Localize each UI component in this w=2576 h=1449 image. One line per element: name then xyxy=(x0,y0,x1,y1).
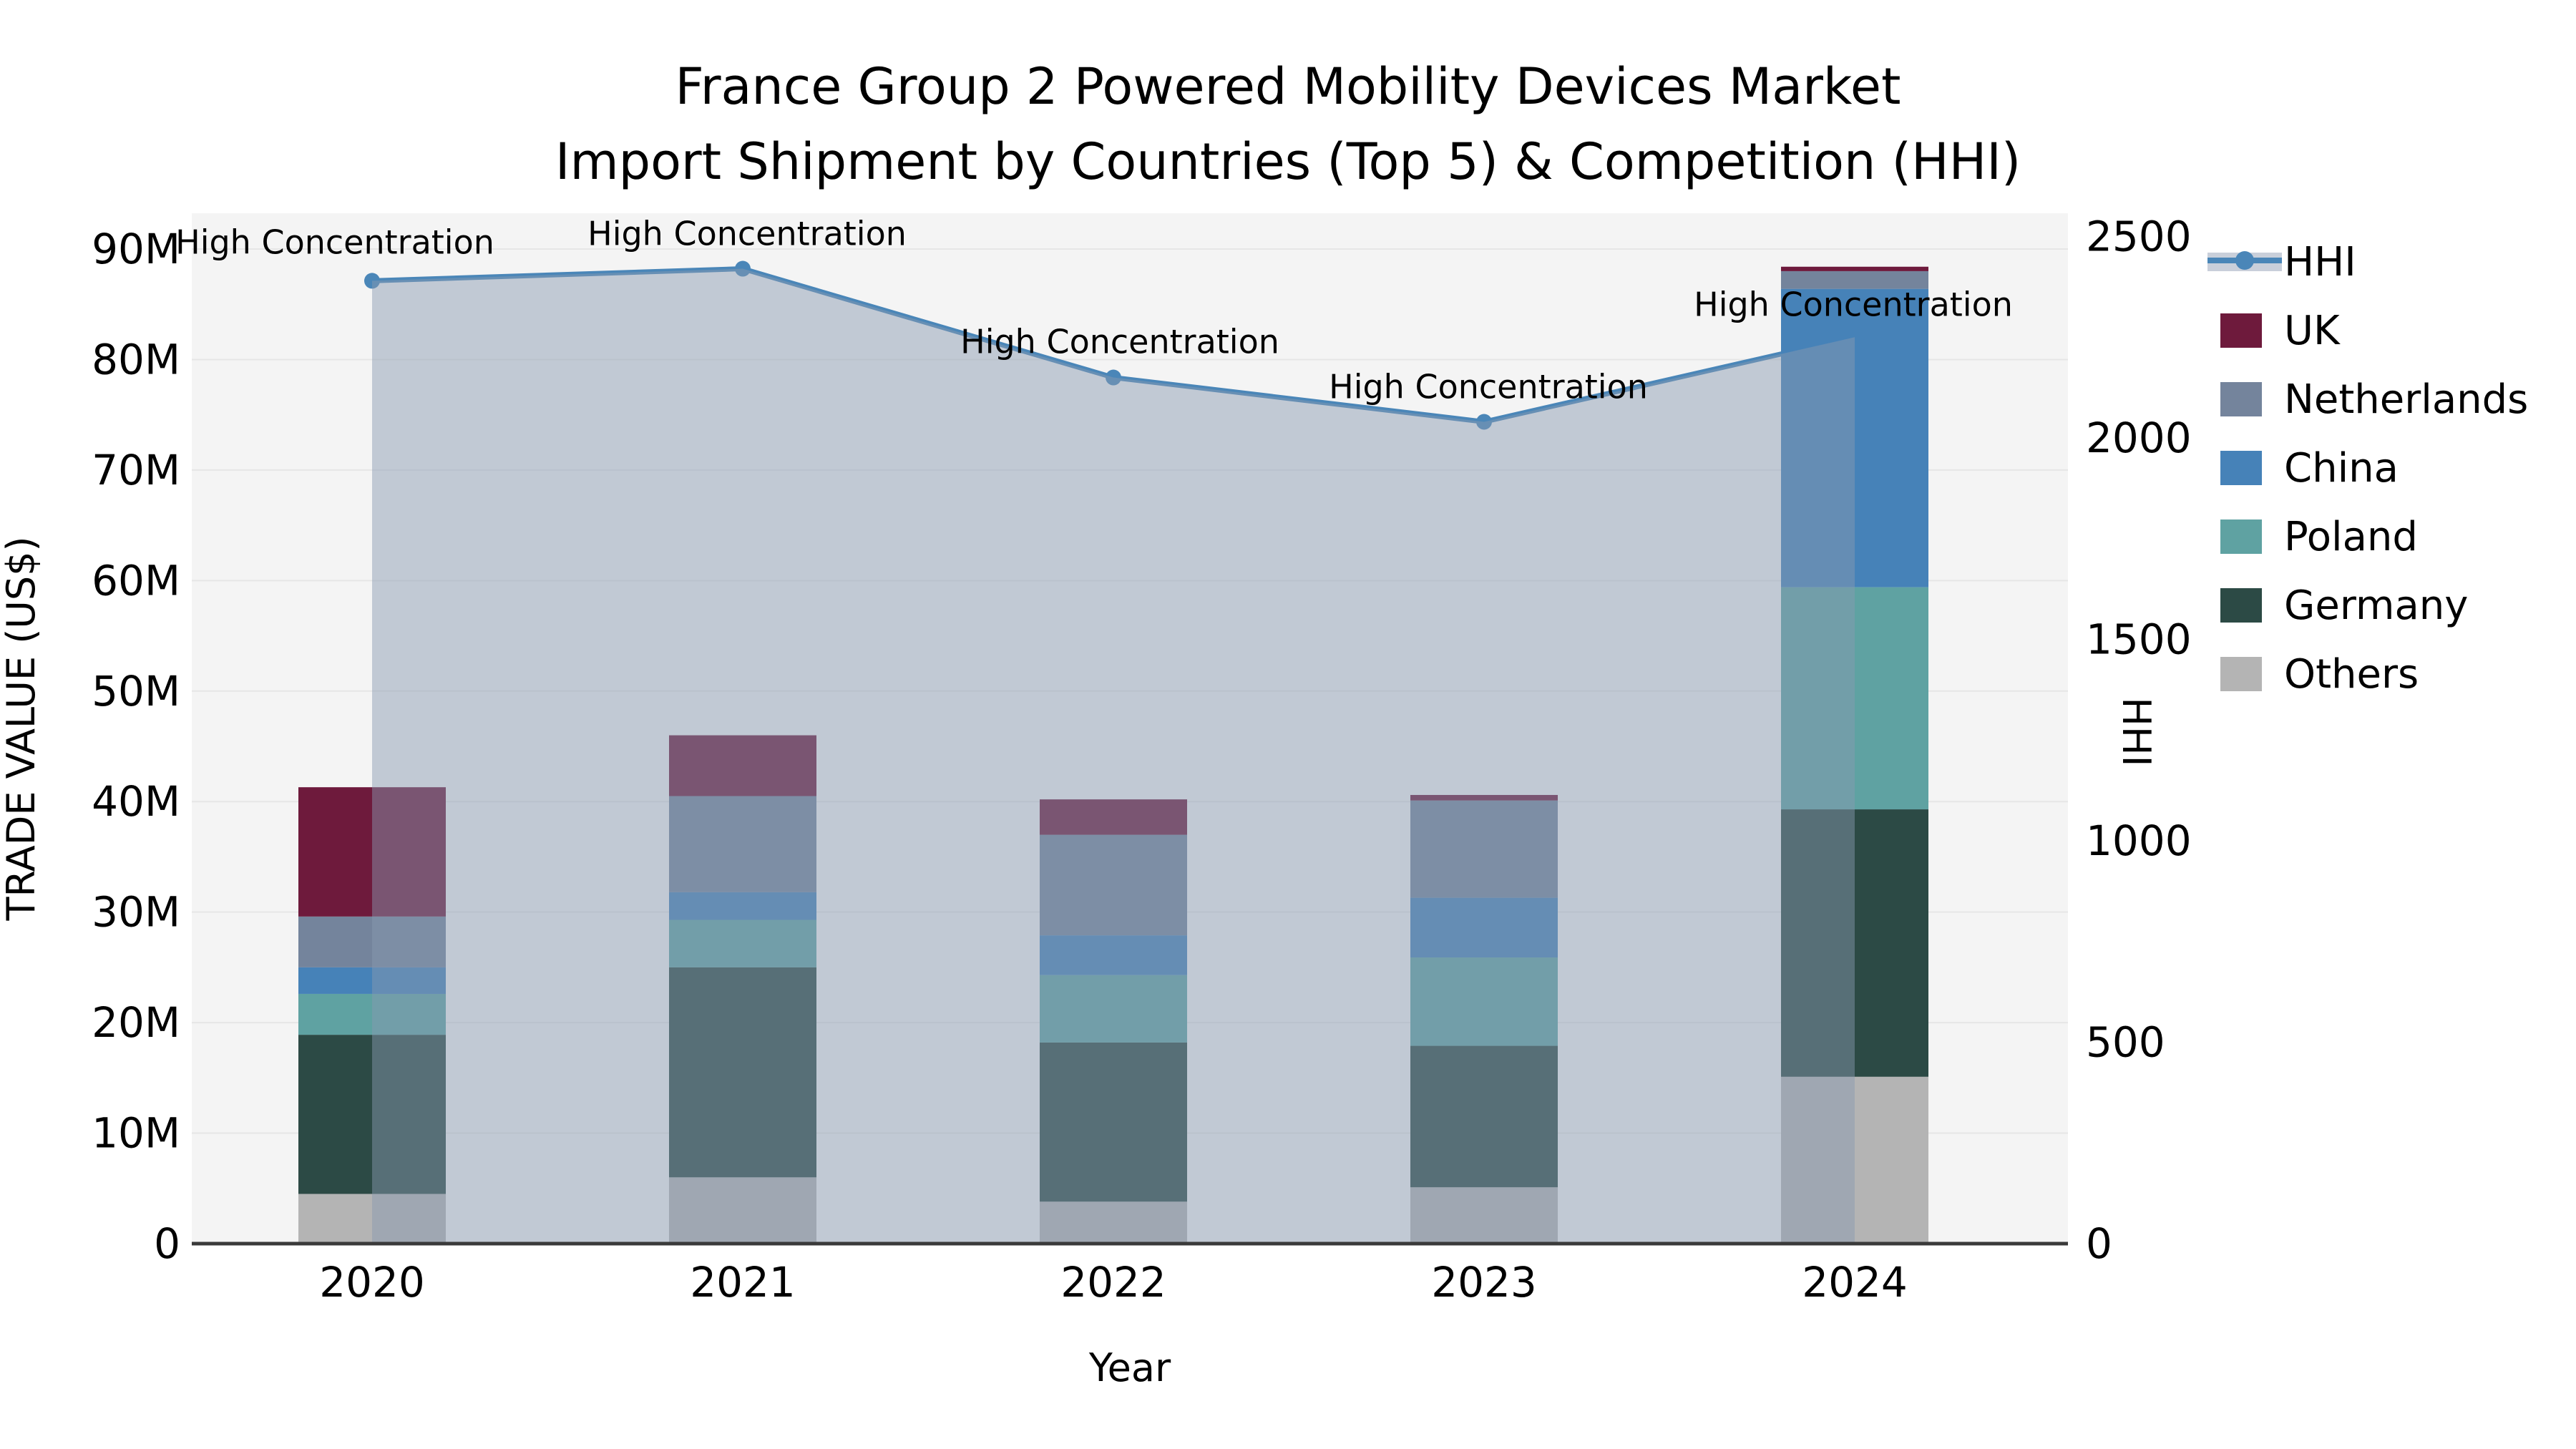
bar-segment-2020-China xyxy=(298,967,446,994)
bar-segment-2024-China xyxy=(1781,288,1928,587)
bar-segment-2022-UK xyxy=(1040,799,1187,835)
legend-label-hhi: HHI xyxy=(2284,239,2356,286)
hhi-marker-2020 xyxy=(364,273,380,289)
bar-segment-2020-Germany xyxy=(298,1035,446,1194)
bar-segment-2020-Poland xyxy=(298,993,446,1035)
bar-segment-2022-Germany xyxy=(1040,1042,1187,1202)
annotations-layer: High Concentration High Concentration High… xyxy=(175,215,2013,406)
bar-segment-2020-Others xyxy=(298,1194,446,1244)
legend-label-uk: UK xyxy=(2284,308,2341,354)
y-right-tick-label-2500: 2500 xyxy=(2086,213,2192,261)
x-tick-label-2023: 2023 xyxy=(1431,1258,1537,1307)
x-tick-label-2020: 2020 xyxy=(319,1258,425,1307)
bar-segment-2020-Netherlands xyxy=(298,916,446,967)
y-right-tick-label-500: 500 xyxy=(2086,1018,2165,1067)
chart-title-line1: France Group 2 Powered Mobility Devices … xyxy=(675,57,1901,116)
annotation-high-concentration-2024: High Concentration xyxy=(1694,285,2013,323)
y-left-tick-label-50M: 50M xyxy=(92,667,180,716)
annotation-high-concentration-2022: High Concentration xyxy=(960,323,1279,361)
bar-segment-2021-UK xyxy=(669,735,816,796)
y-left-tick-label-80M: 80M xyxy=(92,335,180,384)
y-left-tick-label-0: 0 xyxy=(154,1219,180,1268)
y-left-tick-label-40M: 40M xyxy=(92,777,180,826)
bar-segment-2021-Others xyxy=(669,1177,816,1244)
legend-label-netherlands: Netherlands xyxy=(2284,376,2528,423)
legend-hhi-marker xyxy=(2235,251,2254,270)
bar-segment-2020-UK xyxy=(298,787,446,917)
bar-segment-2023-UK xyxy=(1410,794,1558,801)
hhi-area-fill xyxy=(372,268,1855,1244)
y-left-tick-label-10M: 10M xyxy=(92,1109,180,1158)
annotation-high-concentration-2020: High Concentration xyxy=(175,223,494,261)
annotation-high-concentration-2021: High Concentration xyxy=(587,215,907,253)
y-left-tick-label-90M: 90M xyxy=(92,225,180,273)
bar-segment-2023-Netherlands xyxy=(1410,800,1558,898)
bar-segment-2024-Poland xyxy=(1781,587,1928,810)
bar-segment-2024-Germany xyxy=(1781,809,1928,1077)
y-left-tick-label-60M: 60M xyxy=(92,556,180,605)
legend-swatch-germany xyxy=(2220,588,2262,623)
x-axis-title: Year xyxy=(1088,1345,1171,1390)
y-left-tick-label-20M: 20M xyxy=(92,998,180,1047)
hhi-marker-2021 xyxy=(735,260,751,277)
legend-swatch-netherlands xyxy=(2220,382,2262,416)
bar-segment-2021-Germany xyxy=(669,967,816,1178)
y-right-axis-title: HHI xyxy=(2114,697,2159,766)
y-right-tick-label-1000: 1000 xyxy=(2086,816,2192,865)
bar-segment-2022-Netherlands xyxy=(1040,834,1187,936)
y-right-tick-label-2000: 2000 xyxy=(2086,414,2192,462)
legend-item-china: China xyxy=(2220,445,2399,492)
hhi-marker-2022 xyxy=(1106,369,1121,386)
tick-labels-layer: 0 10M 20M 30M 40M 50M 60M 70M 80M 90M 0 500 1000 1500… xyxy=(92,213,2191,1307)
y-left-tick-label-30M: 30M xyxy=(92,888,180,937)
bar-segment-2022-China xyxy=(1040,935,1187,975)
hhi-marker-2023 xyxy=(1476,414,1492,430)
bar-segment-2021-Netherlands xyxy=(669,796,816,892)
bar-segment-2023-Germany xyxy=(1410,1045,1558,1188)
bar-segment-2024-Others xyxy=(1781,1076,1928,1244)
annotation-high-concentration-2023: High Concentration xyxy=(1329,367,1648,406)
bar-segment-2024-UK xyxy=(1781,266,1928,271)
legend-swatch-china xyxy=(2220,451,2262,485)
hhi-area-fill-layer xyxy=(372,268,1855,1244)
legend-item-hhi: HHI xyxy=(2207,239,2356,286)
legend-label-others: Others xyxy=(2284,651,2419,698)
y-right-tick-label-0: 0 xyxy=(2086,1219,2112,1268)
x-tick-label-2022: 2022 xyxy=(1060,1258,1166,1307)
legend: HHI UK Netherlands China Poland Germany Others xyxy=(2207,239,2528,698)
bar-segment-2021-Poland xyxy=(669,919,816,967)
x-tick-label-2021: 2021 xyxy=(690,1258,796,1307)
legend-item-germany: Germany xyxy=(2220,582,2468,629)
legend-label-germany: Germany xyxy=(2284,582,2468,629)
y-left-tick-label-70M: 70M xyxy=(92,446,180,494)
y-left-axis-title: TRADE VALUE (US$) xyxy=(0,536,44,921)
legend-swatch-others xyxy=(2220,657,2262,691)
bar-segment-2023-China xyxy=(1410,897,1558,958)
legend-item-poland: Poland xyxy=(2220,514,2418,560)
bar-segment-2023-Others xyxy=(1410,1187,1558,1244)
x-tick-label-2024: 2024 xyxy=(1802,1258,1908,1307)
bar-segment-2023-Poland xyxy=(1410,957,1558,1046)
legend-item-uk: UK xyxy=(2220,308,2341,354)
bar-segment-2021-China xyxy=(669,892,816,920)
legend-item-netherlands: Netherlands xyxy=(2220,376,2528,423)
legend-label-poland: Poland xyxy=(2284,514,2418,560)
legend-item-others: Others xyxy=(2220,651,2419,698)
legend-label-china: China xyxy=(2284,445,2399,492)
bar-segment-2022-Poland xyxy=(1040,975,1187,1043)
legend-swatch-poland xyxy=(2220,519,2262,554)
stacked-bars-layer xyxy=(298,266,1928,1244)
chart-title-line2: Import Shipment by Countries (Top 5) & C… xyxy=(555,132,2021,191)
legend-swatch-uk xyxy=(2220,313,2262,348)
bar-segment-2024-Netherlands xyxy=(1781,270,1928,289)
y-right-tick-label-1500: 1500 xyxy=(2086,615,2192,664)
bar-segment-2022-Others xyxy=(1040,1201,1187,1244)
